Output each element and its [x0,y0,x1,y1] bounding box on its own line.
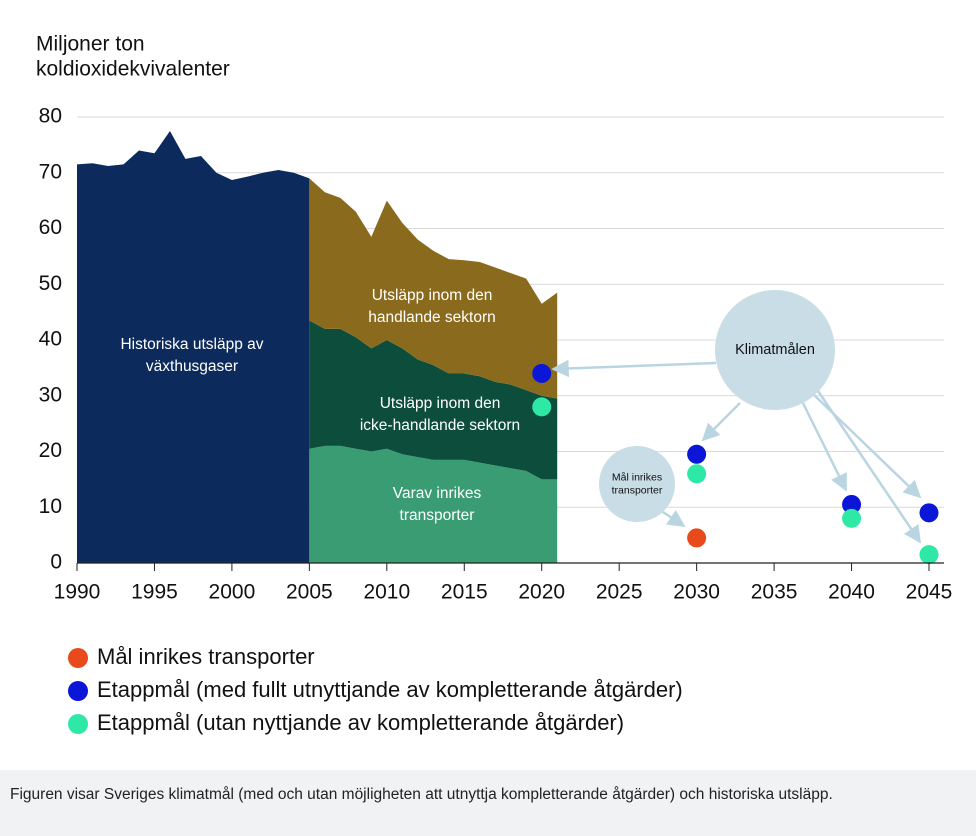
point [532,363,552,383]
area-label: Utsläpp inom den [372,287,493,304]
x-tick-label: 2020 [518,581,565,604]
x-tick-label: 2005 [286,581,333,604]
y-tick-label: 70 [39,160,62,183]
point [532,397,552,417]
areas: Historiska utsläpp av växthusgaser Varav i… [77,130,558,563]
point [842,494,862,514]
x-tick-label: 1990 [54,581,101,604]
legend-label: Etappmål (med fullt utnyttjande av kompl… [97,677,683,702]
y-tick-label: 0 [50,551,62,574]
point [687,464,707,484]
y-tick-label: 20 [39,439,62,462]
x-tick-label: 2045 [906,581,953,604]
annotation-text: transporter [612,484,663,496]
legend-marker [68,648,88,668]
y-tick-label: 10 [39,495,62,518]
x-tick-label: 2010 [363,581,410,604]
legend-marker [68,714,88,734]
legend-marker [68,681,88,701]
y-axis-label: Miljoner ton [36,33,145,56]
annotation-bubble [599,446,675,522]
x-tick-label: 2030 [673,581,720,604]
y-axis-label: koldioxidekvivalenter [36,58,230,81]
legend-label: Etappmål (utan nyttjande av kompletteran… [97,710,624,735]
annotation-bubble [715,290,835,410]
y-tick-label: 80 [39,105,62,128]
area-label: transporter [400,507,475,524]
x-tick-label: 2000 [209,581,256,604]
arrow [816,390,922,544]
area [309,178,558,399]
caption: Figuren visar Sveriges klimatmål (med oc… [0,770,976,836]
y-tick-label: 50 [39,272,62,295]
x-tick-label: 2015 [441,581,488,604]
x-tick-label: 2040 [828,581,875,604]
arrow [811,392,922,499]
area-label: icke-handlande sektorn [360,417,520,434]
point [687,528,707,548]
y-tick-label: 30 [39,383,62,406]
x-tick-label: 2035 [751,581,798,604]
area [309,320,558,480]
point [687,444,707,464]
points [532,363,939,565]
area [309,445,558,563]
area-label: Varav inrikes [393,485,482,502]
x-tick-label: 1995 [131,581,178,604]
area-label: växthusgaser [146,358,238,375]
y-tick-label: 60 [39,216,62,239]
area-label: handlande sektorn [368,309,496,326]
arrow [701,402,741,442]
annotation-text: Klimatmålen [735,342,815,358]
x-tick-label: 2025 [596,581,643,604]
area-label: Utsläpp inom den [380,395,501,412]
area [77,130,310,563]
point [919,503,939,523]
area-label: Historiska utsläpp av [120,336,263,353]
point [919,545,939,565]
arrow [659,508,686,528]
arrow [798,396,848,492]
legend-label: Mål inrikes transporter [97,644,315,669]
axes: Miljoner tonkoldioxidekvivalenter0102030… [36,33,952,735]
annotation-text: Mål inrikes [612,471,662,483]
chart: Historiska utsläpp av växthusgaser Varav i… [36,33,952,735]
y-tick-label: 40 [39,328,62,351]
arrow [551,359,717,378]
point [842,508,862,528]
